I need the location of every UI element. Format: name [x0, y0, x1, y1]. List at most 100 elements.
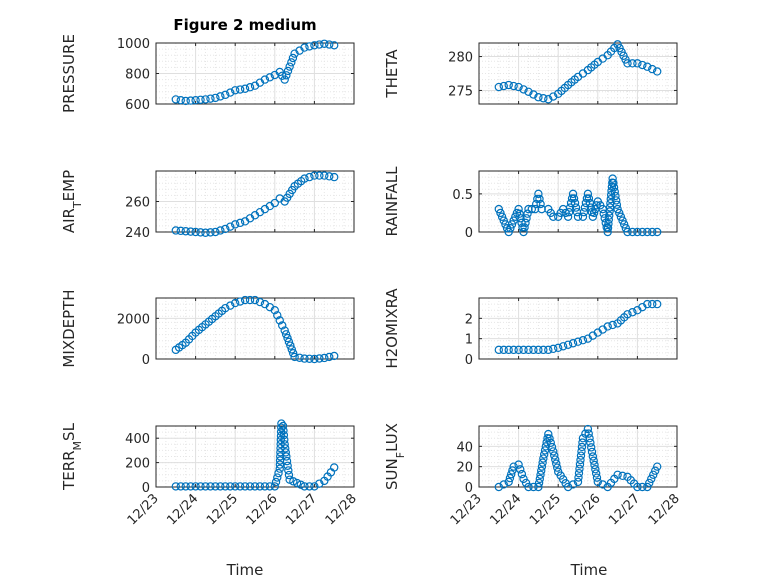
data-point	[552, 459, 561, 468]
data-point	[611, 196, 621, 205]
data-point	[221, 224, 230, 234]
data-point	[181, 96, 190, 106]
data-point	[524, 204, 533, 214]
data-point	[305, 354, 314, 363]
y-tick-label: 400	[125, 432, 150, 447]
data-point	[276, 452, 285, 461]
data-point	[648, 227, 657, 237]
data-point	[499, 216, 508, 225]
data-point	[508, 466, 517, 475]
data-point	[604, 219, 613, 228]
data-point	[171, 95, 180, 104]
data-point	[499, 81, 508, 91]
data-point	[564, 207, 574, 217]
data-point	[588, 452, 598, 461]
data-point	[283, 66, 293, 76]
data-point	[645, 478, 654, 488]
data-point	[221, 482, 230, 491]
data-point	[240, 482, 250, 491]
data-point	[569, 194, 579, 203]
y-tick-label: 275	[448, 84, 473, 99]
data-point	[260, 75, 270, 84]
data-point	[535, 194, 544, 204]
data-point	[643, 62, 652, 71]
data-point	[196, 228, 205, 237]
data-point	[537, 466, 546, 475]
data-point	[191, 227, 200, 237]
y-tick-label: 20	[456, 461, 473, 476]
data-point	[563, 212, 573, 221]
data-point	[176, 95, 185, 105]
data-point	[275, 464, 284, 473]
data-point	[633, 59, 642, 68]
data-point	[628, 59, 637, 68]
data-point	[623, 227, 632, 237]
data-point	[544, 345, 553, 355]
data-point	[196, 482, 205, 491]
data-point	[585, 434, 594, 443]
data-point	[576, 451, 586, 460]
data-point	[653, 67, 662, 76]
data-point	[519, 474, 528, 484]
data-point	[613, 204, 622, 214]
data-point	[499, 480, 508, 489]
data-point	[547, 442, 557, 452]
data-point	[181, 482, 190, 491]
data-point	[578, 434, 588, 443]
data-point	[554, 343, 563, 353]
x-tick-label: 12/26	[567, 491, 604, 528]
data-point	[605, 211, 614, 220]
data-point	[549, 212, 558, 221]
data-point	[517, 469, 527, 479]
data-point	[310, 41, 319, 50]
data-point	[524, 87, 533, 97]
data-point	[330, 351, 339, 361]
data-point	[538, 458, 547, 467]
data-point	[287, 58, 296, 67]
data-point	[608, 174, 617, 183]
y-tick-label: 600	[125, 98, 150, 113]
data-point	[250, 482, 260, 491]
data-point	[320, 39, 329, 48]
data-point	[568, 480, 578, 489]
data-point	[305, 42, 314, 51]
data-point	[516, 465, 525, 474]
data-point	[610, 187, 619, 196]
data-point	[524, 345, 533, 355]
data-point	[575, 464, 584, 474]
data-point	[265, 482, 275, 491]
y-tick-label: 240	[125, 226, 150, 241]
data-point	[280, 440, 289, 449]
data-point	[235, 218, 245, 228]
data-point	[570, 198, 580, 208]
data-point	[534, 478, 544, 488]
data-point	[310, 482, 319, 491]
data-point	[615, 208, 624, 218]
data-point	[539, 94, 548, 103]
data-point	[230, 220, 240, 229]
data-point	[176, 226, 185, 236]
data-point	[521, 478, 531, 488]
data-point	[605, 203, 615, 212]
data-point	[330, 41, 339, 50]
data-point	[620, 220, 629, 229]
axes-box-6	[155, 425, 355, 488]
data-point	[599, 209, 608, 218]
data-point	[603, 223, 613, 233]
data-point	[226, 301, 235, 310]
data-point	[211, 482, 220, 491]
data-point	[653, 299, 662, 309]
y-tick-label: 280	[448, 51, 473, 66]
data-point	[186, 96, 195, 105]
data-point	[310, 171, 319, 180]
x-axis-label-right: Time	[570, 561, 608, 579]
x-tick-label: 12/24	[164, 491, 201, 528]
data-point	[588, 212, 598, 221]
data-point	[270, 198, 279, 208]
data-point	[578, 335, 588, 345]
data-point	[295, 353, 304, 362]
data-point	[575, 460, 585, 469]
data-point	[325, 40, 334, 49]
data-point	[211, 227, 220, 237]
data-point	[522, 214, 531, 223]
